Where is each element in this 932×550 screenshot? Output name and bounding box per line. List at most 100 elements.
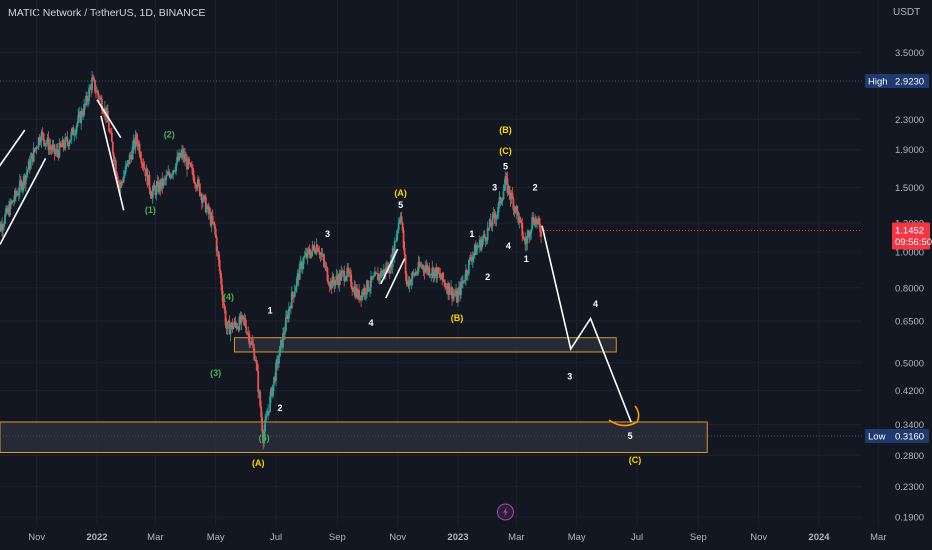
candle-body	[515, 206, 518, 213]
candle-body	[348, 272, 351, 274]
candle-body	[330, 281, 333, 289]
candle-body	[96, 90, 98, 93]
candle-body	[388, 272, 391, 274]
candle-body	[467, 259, 470, 274]
candle-body	[337, 279, 340, 286]
candle-body	[347, 267, 350, 273]
wave-label: (2)	[164, 130, 175, 140]
candle-body	[47, 137, 50, 151]
candle-body	[486, 227, 489, 240]
candle-body	[281, 340, 283, 348]
candle-body	[487, 227, 490, 229]
candle-body	[120, 182, 123, 183]
candle-body	[67, 142, 70, 146]
candle-body	[81, 111, 84, 116]
candle-body	[293, 291, 296, 297]
candle-body	[45, 142, 48, 144]
candle-body	[253, 348, 256, 361]
candle-body	[349, 272, 352, 275]
candle-body	[539, 223, 541, 232]
candle-body	[390, 260, 393, 267]
candle-body	[111, 142, 114, 154]
candle-body	[23, 175, 26, 185]
support-zone	[233, 337, 617, 353]
candle-body	[290, 292, 293, 309]
candle-body	[31, 153, 34, 162]
candle-body	[385, 267, 388, 271]
candle-body	[335, 275, 338, 281]
candle-body	[82, 115, 85, 116]
candle-body	[203, 195, 206, 197]
candle-body	[457, 292, 459, 303]
candle-body	[316, 245, 319, 251]
x-tick-label: Nov	[389, 532, 406, 543]
candle-body	[536, 221, 539, 224]
candle-body	[400, 215, 403, 223]
candle-body	[1, 224, 3, 230]
candle-body	[211, 215, 214, 223]
candle-body	[500, 201, 503, 204]
candle-body	[107, 122, 110, 132]
wave-label: 1	[469, 229, 474, 239]
candle-body	[414, 272, 417, 276]
candle-body	[227, 320, 230, 322]
candle-body	[275, 362, 277, 382]
candle-body	[473, 244, 476, 253]
candle-body	[355, 288, 358, 298]
candle-body	[511, 192, 514, 199]
candle-body	[422, 265, 425, 270]
candle-body	[448, 283, 450, 295]
candle-body	[516, 206, 519, 212]
candle-body	[409, 279, 412, 285]
countdown-label: 09:56:50	[895, 237, 932, 248]
candle-body	[13, 200, 15, 202]
candle-body	[131, 146, 134, 160]
candle-body	[212, 222, 215, 224]
candle-body	[351, 286, 354, 290]
candle-body	[442, 272, 445, 281]
candle-body	[232, 325, 235, 329]
candle-body	[403, 247, 406, 255]
candle-body	[127, 160, 130, 165]
trend-line	[96, 99, 122, 139]
candle-body	[0, 224, 2, 231]
candle-body	[361, 291, 363, 300]
candle-body	[136, 138, 139, 147]
candle-body	[325, 265, 328, 268]
candle-body	[283, 333, 285, 335]
candle-body	[416, 271, 419, 274]
candle-body	[126, 160, 129, 164]
candle-body	[195, 183, 197, 188]
candle-body	[219, 270, 222, 279]
candle-body	[77, 115, 80, 123]
candle-body	[273, 376, 275, 385]
candle-body	[57, 152, 60, 158]
candle-body	[489, 219, 492, 226]
candle-body	[462, 280, 464, 284]
candle-body	[12, 200, 14, 202]
candle-body	[310, 251, 313, 258]
trend-line	[100, 115, 125, 211]
wave-label: 5	[628, 431, 633, 441]
wave-label: (C)	[499, 146, 512, 156]
candle-body	[200, 194, 203, 203]
candle-body	[85, 95, 88, 105]
candle-body	[137, 143, 140, 147]
candle-body	[245, 326, 248, 334]
candle-body	[214, 228, 217, 238]
candle-body	[311, 245, 314, 252]
candle-body	[532, 217, 535, 221]
candle-body	[320, 253, 323, 256]
candle-body	[395, 234, 398, 241]
candle-body	[140, 158, 143, 164]
candle-body	[461, 281, 463, 284]
candle-body	[333, 282, 336, 286]
candle-body	[223, 305, 226, 311]
candle-body	[98, 95, 100, 100]
candle-body	[225, 325, 228, 329]
candle-body	[118, 183, 121, 189]
candle-body	[402, 230, 405, 248]
candle-body	[359, 295, 361, 301]
candle-body	[334, 280, 337, 286]
